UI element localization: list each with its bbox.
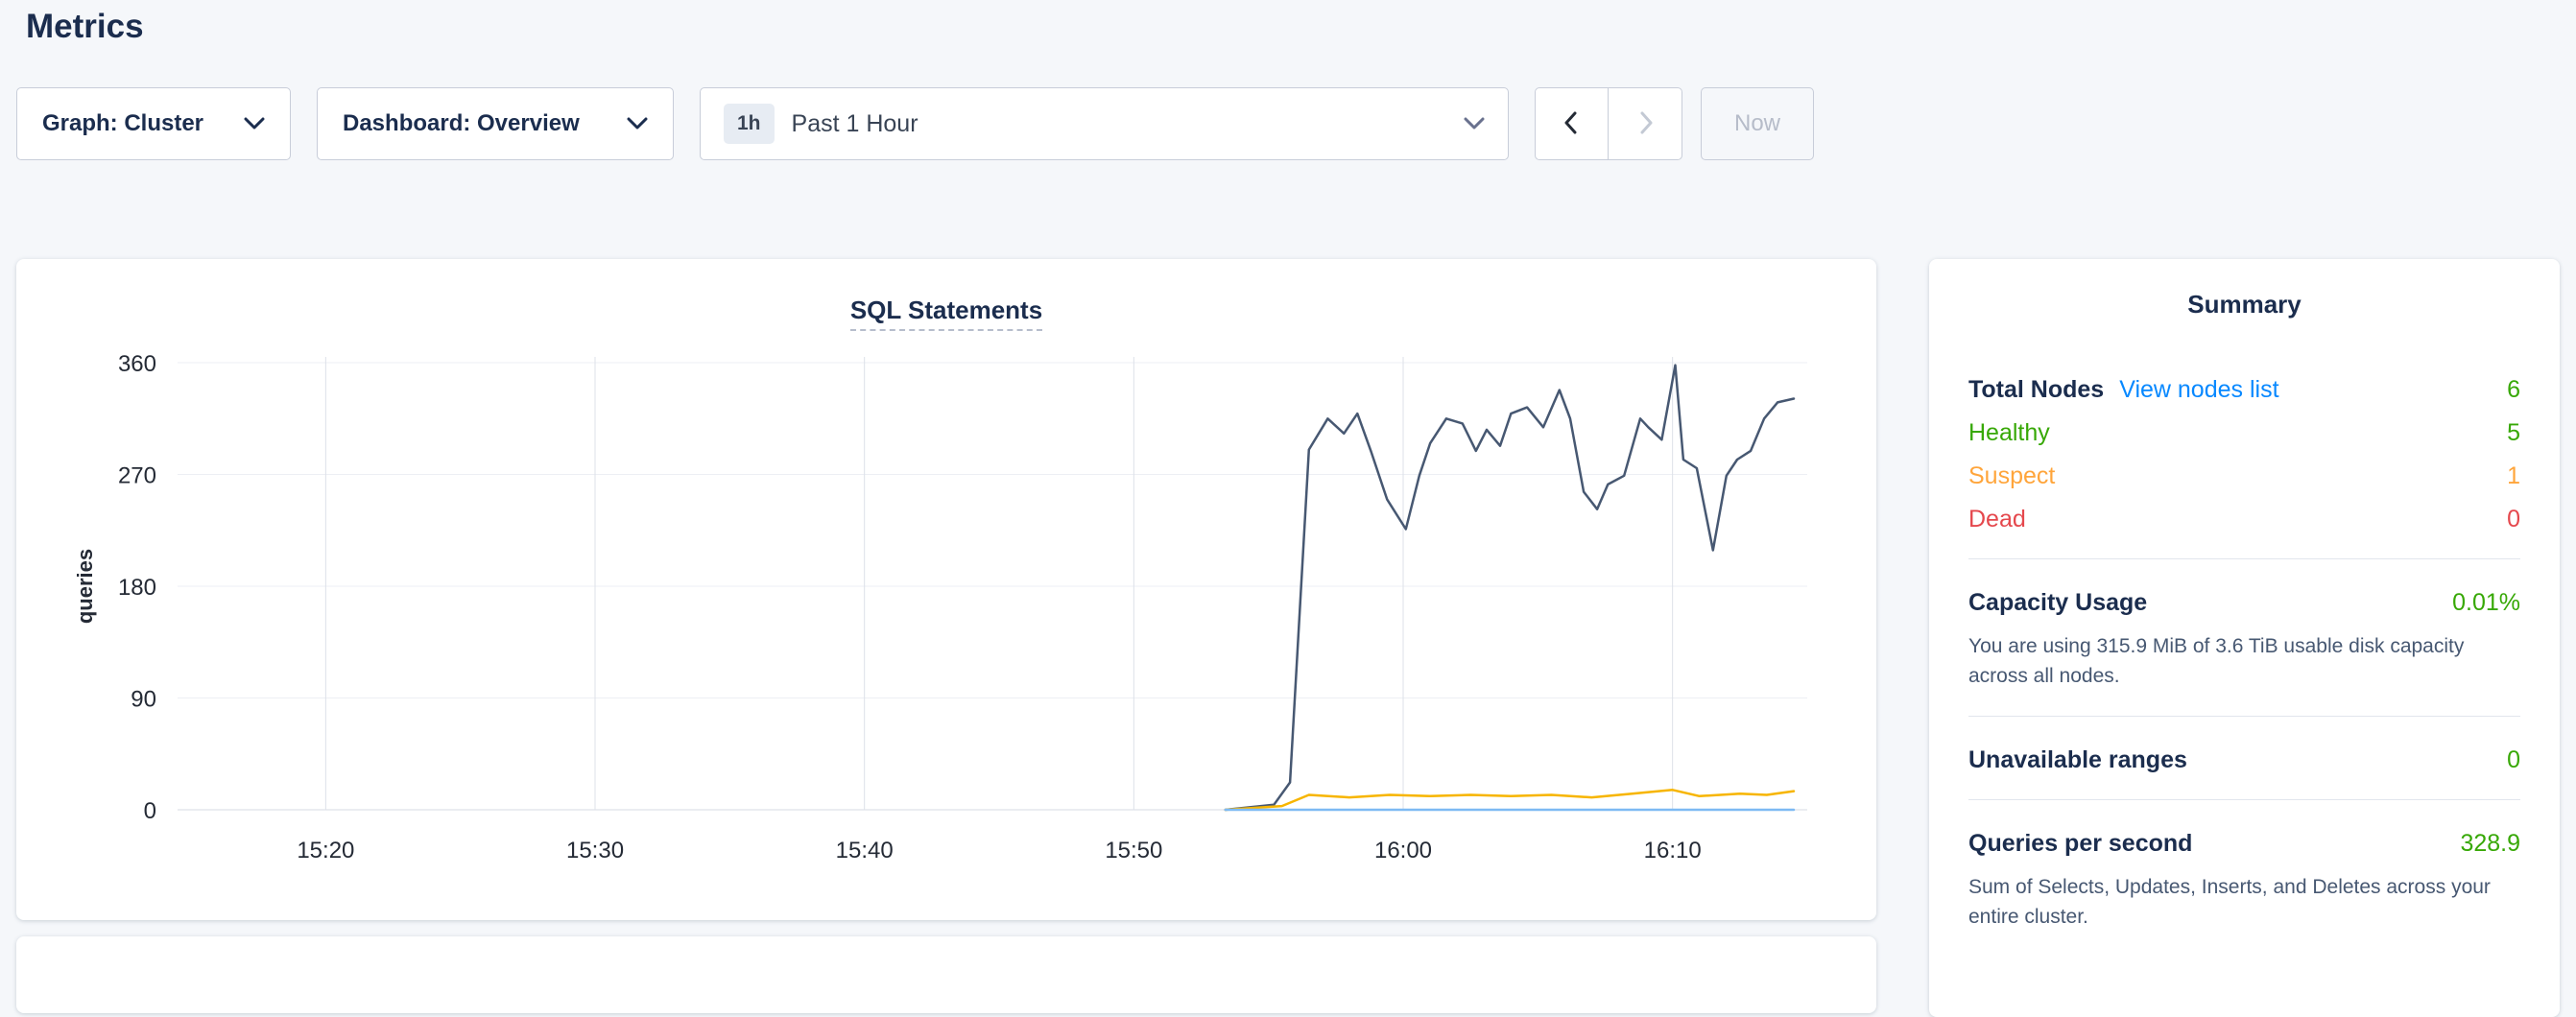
queries-per-second-description: Sum of Selects, Updates, Inserts, and De… — [1968, 876, 2491, 928]
queries-per-second-label: Queries per second — [1968, 830, 2193, 857]
page-title: Metrics — [26, 8, 144, 45]
capacity-usage-description: You are using 315.9 MiB of 3.6 TiB usabl… — [1968, 635, 2465, 687]
chevron-right-icon — [1633, 110, 1658, 138]
chart-title-text[interactable]: SQL Statements — [849, 296, 1043, 331]
metrics-page: Metrics Graph: Cluster Dashboard: Overvi… — [16, 8, 2520, 928]
unavailable-ranges-label: Unavailable ranges — [1968, 746, 2187, 773]
healthy-value: 5 — [2507, 419, 2520, 446]
time-range-dropdown[interactable]: 1h Past 1 Hour — [700, 87, 1509, 160]
dead-label: Dead — [1968, 506, 2026, 532]
y-tick-label: 360 — [118, 351, 156, 377]
unavailable-ranges-row: Unavailable ranges 0 — [1968, 745, 2520, 774]
time-range-badge: 1h — [724, 104, 775, 144]
view-nodes-list-link[interactable]: View nodes list — [2119, 376, 2279, 403]
healthy-label: Healthy — [1968, 419, 2050, 446]
x-tick-label: 15:40 — [836, 838, 894, 863]
chart-line-series-2 — [1224, 789, 1796, 812]
sql-statements-chart-card: SQL Statements queries 0 90 180 270 360 15:20… — [16, 259, 1876, 920]
y-tick-label: 0 — [144, 798, 156, 824]
dashboard-dropdown-label: Dashboard: Overview — [343, 110, 580, 136]
x-tick-label: 16:10 — [1644, 838, 1702, 863]
y-tick-label: 180 — [118, 575, 156, 601]
dead-value: 0 — [2507, 506, 2520, 532]
chevron-down-icon — [1464, 117, 1485, 130]
y-tick-label: 90 — [131, 687, 156, 713]
capacity-usage-label: Capacity Usage — [1968, 589, 2148, 616]
divider — [1968, 716, 2520, 717]
now-button[interactable]: Now — [1701, 87, 1814, 160]
x-tick-label: 15:50 — [1105, 838, 1162, 863]
capacity-usage-row: Capacity Usage 0.01% — [1968, 588, 2520, 617]
time-range-label: Past 1 Hour — [791, 109, 918, 137]
chart-line-series-1 — [1224, 364, 1796, 812]
healthy-nodes-row: Healthy 5 — [1968, 418, 2520, 447]
sql-statements-chart[interactable]: 0 90 180 270 360 15:20 15:30 15:40 15:50 16:00 16:… — [16, 336, 1876, 911]
x-tick-label: 15:30 — [566, 838, 624, 863]
x-tick-label: 15:20 — [297, 838, 354, 863]
unavailable-ranges-value: 0 — [2507, 746, 2520, 773]
dead-nodes-row: Dead 0 — [1968, 505, 2520, 533]
graph-scope-dropdown-label: Graph: Cluster — [42, 110, 204, 136]
suspect-value: 1 — [2507, 462, 2520, 489]
chart-title: SQL Statements — [16, 296, 1876, 331]
total-nodes-value: 6 — [2507, 376, 2520, 403]
time-back-button[interactable] — [1535, 87, 1609, 160]
divider — [1968, 558, 2520, 559]
suspect-nodes-row: Suspect 1 — [1968, 461, 2520, 490]
total-nodes-row: Total Nodes View nodes list 6 — [1968, 375, 2520, 404]
chevron-left-icon — [1560, 110, 1585, 138]
dashboard-dropdown[interactable]: Dashboard: Overview — [317, 87, 674, 160]
suspect-label: Suspect — [1968, 462, 2056, 489]
time-window-arrows — [1535, 87, 1682, 160]
queries-per-second-value: 328.9 — [2460, 830, 2520, 857]
time-forward-button[interactable] — [1609, 87, 1682, 160]
capacity-usage-value: 0.01% — [2452, 589, 2520, 616]
next-chart-card-partial — [16, 936, 1876, 1013]
summary-title: Summary — [2187, 290, 2302, 319]
divider — [1968, 799, 2520, 800]
queries-per-second-row: Queries per second 328.9 — [1968, 829, 2520, 858]
y-tick-label: 270 — [118, 463, 156, 489]
graph-scope-dropdown[interactable]: Graph: Cluster — [16, 87, 291, 160]
total-nodes-label: Total Nodes — [1968, 376, 2105, 403]
metrics-toolbar: Graph: Cluster Dashboard: Overview 1h Pa… — [16, 87, 1814, 160]
x-tick-label: 16:00 — [1374, 838, 1432, 863]
chevron-down-icon — [627, 117, 648, 130]
summary-card: Summary Total Nodes View nodes list 6 He… — [1929, 259, 2560, 1017]
chevron-down-icon — [244, 117, 265, 130]
